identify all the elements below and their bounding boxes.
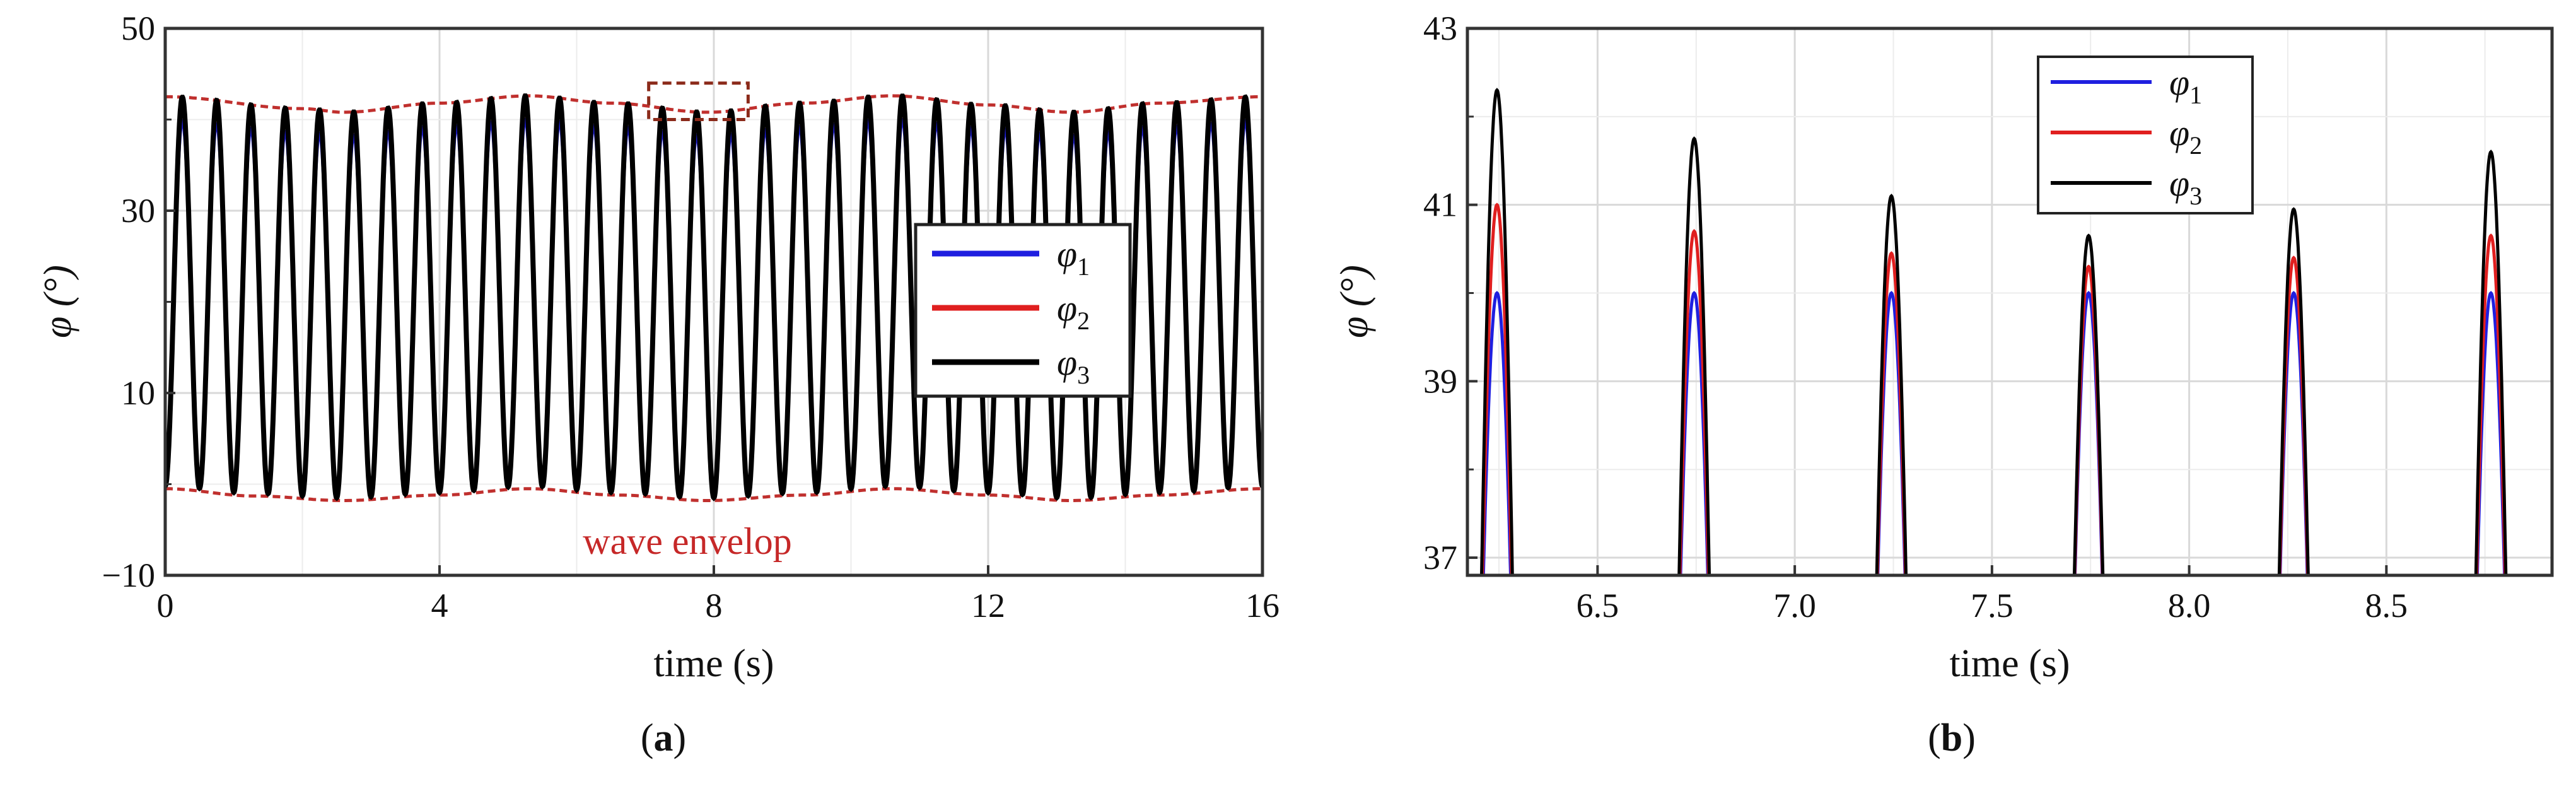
panel-b-x-tick-label: 7.0 bbox=[1773, 587, 1816, 625]
panel-b-legend-label: φ2 bbox=[2169, 112, 2202, 160]
panel-a-y-tick-label: −10 bbox=[102, 556, 155, 594]
panel-b-peak-φ3 bbox=[2072, 233, 2105, 575]
panel-a-y-axis-label: φ (°) bbox=[37, 265, 79, 338]
panel-b-plot-frame bbox=[1466, 26, 2554, 577]
panel-b-peak-φ3 bbox=[2277, 207, 2310, 575]
panel-b-caption: (b) bbox=[1928, 717, 1976, 760]
panel-a-x-tick-label: 4 bbox=[431, 587, 448, 625]
panel-a-x-tick-label: 0 bbox=[157, 587, 174, 625]
panel-b-peak-φ3 bbox=[1875, 194, 1908, 575]
panel-b-y-tick-label: 37 bbox=[1423, 539, 1457, 577]
panel-b-y-axis-label: φ (°) bbox=[1333, 265, 1376, 338]
panel-b-x-axis-label: time (s) bbox=[1949, 642, 2070, 685]
panel-a-caption: (a) bbox=[641, 717, 686, 760]
panel-b-series-group bbox=[1480, 88, 2508, 575]
panel-a-envelope-lower bbox=[165, 487, 1262, 502]
panel-a-y-tick-label: 30 bbox=[121, 192, 155, 230]
panel-b-peak-φ3 bbox=[1677, 136, 1711, 575]
panel-a-y-tick-label: 50 bbox=[121, 9, 155, 47]
panel-b-x-tick-label: 8.5 bbox=[2365, 587, 2408, 625]
panel-b-grid bbox=[1467, 27, 2552, 575]
panel-a-envelope bbox=[165, 94, 1262, 502]
panel-b-legend-label: φ1 bbox=[2169, 62, 2202, 109]
panel-b-ticks: 6.5 7.0 7.5 8.0 8.5 37 39 41 43 bbox=[1423, 9, 2408, 625]
panel-a-zoom-box bbox=[647, 81, 750, 121]
panel-b-y-tick-label: 41 bbox=[1423, 186, 1457, 224]
panel-a-x-tick-label: 16 bbox=[1245, 587, 1279, 625]
panel-b-y-tick-label: 43 bbox=[1423, 9, 1457, 47]
panel-a-y-tick-label: 10 bbox=[121, 374, 155, 412]
panel-b-peak-φ3 bbox=[2474, 150, 2508, 575]
panel-a-envelope-upper bbox=[165, 94, 1262, 114]
panel-a-x-axis-label: time (s) bbox=[653, 642, 774, 685]
panel-a-envelope-annotation: wave envelop bbox=[583, 520, 792, 562]
panel-a-ticks: 0 4 8 12 16 −10 10 30 50 bbox=[102, 9, 1279, 625]
panel-b-x-tick-label: 7.5 bbox=[1971, 587, 2014, 625]
panel-b-x-tick-label: 6.5 bbox=[1576, 587, 1619, 625]
panel-a-series-φ3 bbox=[165, 93, 1262, 502]
panel-a-x-tick-label: 12 bbox=[971, 587, 1005, 625]
panel-b-caption-letter: b bbox=[1941, 717, 1962, 760]
panel-b-x-tick-label: 8.0 bbox=[2168, 587, 2211, 625]
panel-a-x-tick-label: 8 bbox=[706, 587, 723, 625]
panel-b-y-tick-label: 39 bbox=[1423, 362, 1457, 400]
panel-a-caption-letter: a bbox=[654, 717, 673, 760]
panel-b-legend-label: φ3 bbox=[2169, 163, 2202, 210]
panel-b-peak-φ3 bbox=[1480, 88, 1514, 575]
